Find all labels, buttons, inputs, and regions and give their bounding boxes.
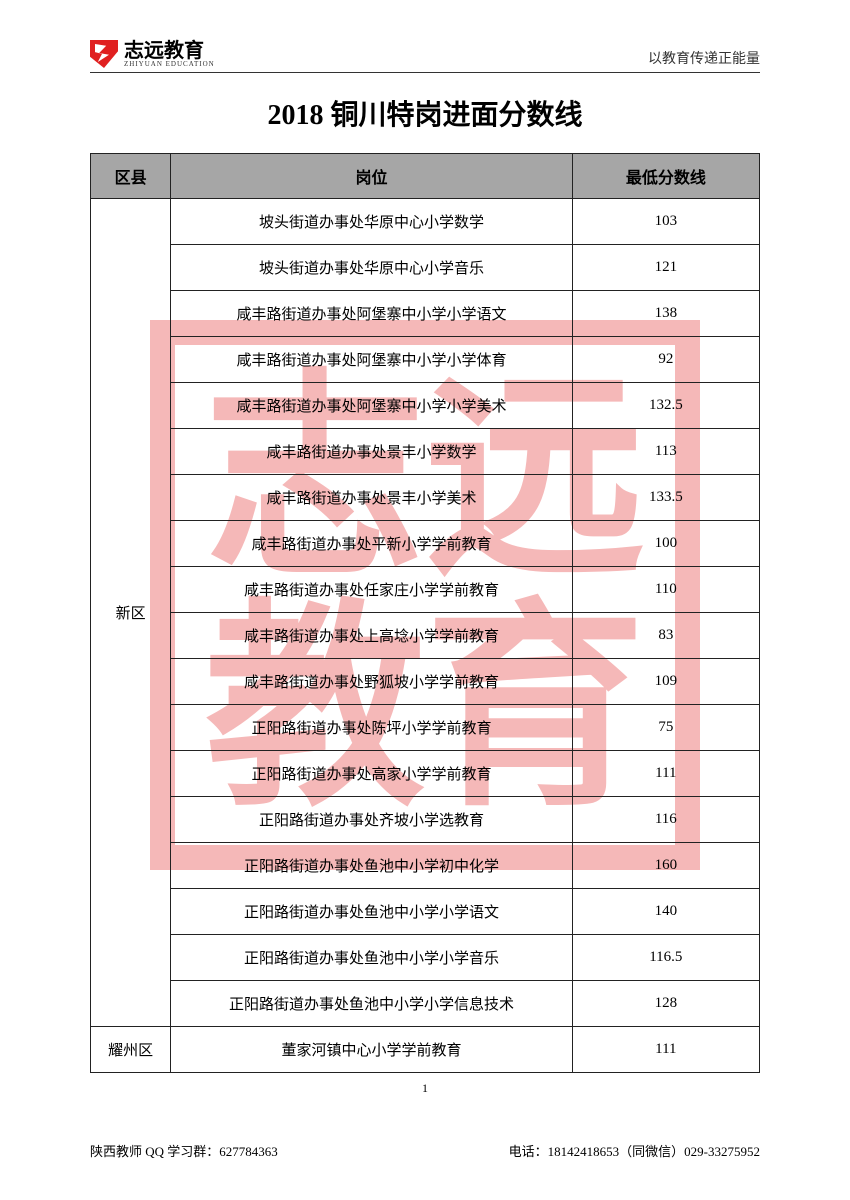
score-cell: 100	[572, 521, 759, 567]
position-cell: 正阳路街道办事处鱼池中小学小学语文	[171, 889, 572, 935]
table-row: 新区坡头街道办事处华原中心小学数学103	[91, 199, 760, 245]
position-cell: 正阳路街道办事处鱼池中小学小学信息技术	[171, 981, 572, 1027]
footer-left: 陕西教师 QQ 学习群：627784363	[90, 1141, 278, 1160]
table-row: 耀州区董家河镇中心小学学前教育111	[91, 1027, 760, 1073]
logo-main-text: 志远教育	[124, 41, 215, 61]
score-cell: 83	[572, 613, 759, 659]
table-row: 咸丰路街道办事处阿堡寨中小学小学美术132.5	[91, 383, 760, 429]
score-cell: 140	[572, 889, 759, 935]
score-cell: 110	[572, 567, 759, 613]
position-cell: 咸丰路街道办事处阿堡寨中小学小学语文	[171, 291, 572, 337]
page-number: 1	[90, 1081, 760, 1096]
score-cell: 160	[572, 843, 759, 889]
score-cell: 92	[572, 337, 759, 383]
score-cell: 116.5	[572, 935, 759, 981]
score-cell: 113	[572, 429, 759, 475]
position-cell: 坡头街道办事处华原中心小学数学	[171, 199, 572, 245]
position-cell: 咸丰路街道办事处任家庄小学学前教育	[171, 567, 572, 613]
score-cell: 121	[572, 245, 759, 291]
position-cell: 咸丰路街道办事处上高埝小学学前教育	[171, 613, 572, 659]
district-cell: 耀州区	[91, 1027, 171, 1073]
col-header-position: 岗位	[171, 154, 572, 199]
table-row: 正阳路街道办事处鱼池中小学小学音乐116.5	[91, 935, 760, 981]
logo-sub-text: ZHIYUAN EDUCATION	[124, 61, 215, 68]
page-title: 2018 铜川特岗进面分数线	[90, 93, 760, 133]
score-cell: 128	[572, 981, 759, 1027]
slogan-text: 以教育传递正能量	[648, 48, 760, 68]
table-row: 咸丰路街道办事处平新小学学前教育100	[91, 521, 760, 567]
position-cell: 正阳路街道办事处齐坡小学选教育	[171, 797, 572, 843]
position-cell: 咸丰路街道办事处景丰小学数学	[171, 429, 572, 475]
position-cell: 正阳路街道办事处鱼池中小学初中化学	[171, 843, 572, 889]
position-cell: 咸丰路街道办事处平新小学学前教育	[171, 521, 572, 567]
page-header: 志远教育 ZHIYUAN EDUCATION 以教育传递正能量	[90, 40, 760, 73]
footer-right: 电话：18142418653（同微信）029-33275952	[509, 1141, 760, 1160]
position-cell: 董家河镇中心小学学前教育	[171, 1027, 572, 1073]
score-cell: 138	[572, 291, 759, 337]
score-cell: 103	[572, 199, 759, 245]
score-cell: 132.5	[572, 383, 759, 429]
table-header-row: 区县 岗位 最低分数线	[91, 154, 760, 199]
district-cell: 新区	[91, 199, 171, 1027]
position-cell: 咸丰路街道办事处阿堡寨中小学小学美术	[171, 383, 572, 429]
page-footer: 陕西教师 QQ 学习群：627784363 电话：18142418653（同微信…	[90, 1141, 760, 1160]
score-cell: 116	[572, 797, 759, 843]
table-row: 咸丰路街道办事处景丰小学美术133.5	[91, 475, 760, 521]
position-cell: 咸丰路街道办事处野狐坡小学学前教育	[171, 659, 572, 705]
col-header-score: 最低分数线	[572, 154, 759, 199]
table-row: 正阳路街道办事处齐坡小学选教育116	[91, 797, 760, 843]
table-row: 坡头街道办事处华原中心小学音乐121	[91, 245, 760, 291]
table-row: 正阳路街道办事处陈坪小学学前教育75	[91, 705, 760, 751]
score-cell: 109	[572, 659, 759, 705]
table-row: 咸丰路街道办事处阿堡寨中小学小学语文138	[91, 291, 760, 337]
table-row: 正阳路街道办事处鱼池中小学小学信息技术128	[91, 981, 760, 1027]
table-row: 咸丰路街道办事处景丰小学数学113	[91, 429, 760, 475]
score-table: 区县 岗位 最低分数线 新区坡头街道办事处华原中心小学数学103坡头街道办事处华…	[90, 153, 760, 1073]
score-cell: 75	[572, 705, 759, 751]
position-cell: 正阳路街道办事处陈坪小学学前教育	[171, 705, 572, 751]
logo: 志远教育 ZHIYUAN EDUCATION	[90, 40, 215, 68]
position-cell: 咸丰路街道办事处景丰小学美术	[171, 475, 572, 521]
table-row: 咸丰路街道办事处上高埝小学学前教育83	[91, 613, 760, 659]
position-cell: 咸丰路街道办事处阿堡寨中小学小学体育	[171, 337, 572, 383]
table-row: 咸丰路街道办事处阿堡寨中小学小学体育92	[91, 337, 760, 383]
col-header-district: 区县	[91, 154, 171, 199]
position-cell: 正阳路街道办事处高家小学学前教育	[171, 751, 572, 797]
score-cell: 133.5	[572, 475, 759, 521]
logo-icon	[90, 40, 118, 68]
position-cell: 坡头街道办事处华原中心小学音乐	[171, 245, 572, 291]
table-row: 咸丰路街道办事处任家庄小学学前教育110	[91, 567, 760, 613]
table-row: 正阳路街道办事处鱼池中小学小学语文140	[91, 889, 760, 935]
table-row: 正阳路街道办事处高家小学学前教育111	[91, 751, 760, 797]
table-row: 咸丰路街道办事处野狐坡小学学前教育109	[91, 659, 760, 705]
score-cell: 111	[572, 751, 759, 797]
table-row: 正阳路街道办事处鱼池中小学初中化学160	[91, 843, 760, 889]
score-cell: 111	[572, 1027, 759, 1073]
position-cell: 正阳路街道办事处鱼池中小学小学音乐	[171, 935, 572, 981]
